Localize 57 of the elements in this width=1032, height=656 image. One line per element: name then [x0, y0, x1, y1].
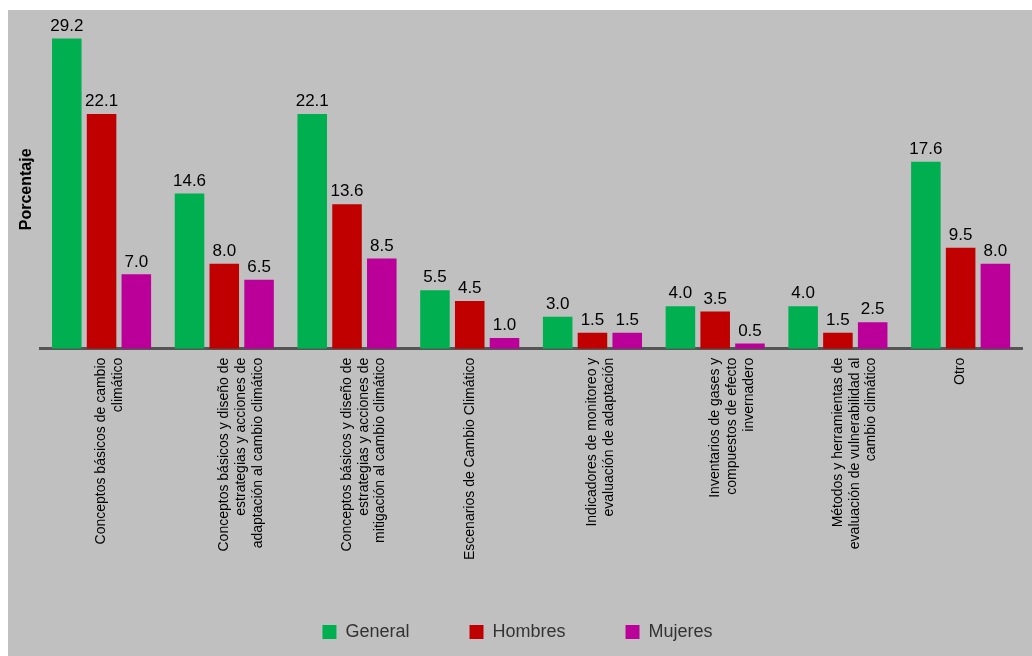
data-label: 2.5 [860, 299, 885, 319]
data-label: 22.1 [85, 91, 119, 111]
legend-label: General [345, 620, 410, 641]
bar [174, 193, 205, 349]
bar [297, 113, 328, 349]
data-label: 0.5 [738, 320, 762, 340]
bar [857, 322, 888, 349]
bar [735, 343, 765, 349]
x-tick-label: Otro [951, 357, 968, 385]
data-label: 7.0 [124, 251, 149, 271]
data-label: 29.2 [50, 15, 84, 35]
data-label: 22.1 [295, 91, 329, 111]
bar [612, 332, 643, 349]
y-axis-title: Porcentaje [17, 148, 35, 231]
bar [209, 263, 240, 349]
bar [665, 306, 696, 349]
bar [788, 306, 818, 349]
bar [577, 332, 608, 349]
data-label: 6.5 [247, 256, 271, 276]
bar [454, 300, 485, 349]
data-label: 5.5 [423, 267, 447, 287]
data-label: 4.0 [791, 283, 815, 303]
bar [980, 263, 1011, 349]
bar [121, 274, 152, 349]
data-label: 1.5 [580, 309, 605, 329]
data-label: 14.6 [172, 170, 207, 190]
bar [244, 279, 274, 349]
data-label: 8.0 [983, 240, 1008, 260]
bar [823, 332, 853, 349]
data-label: 4.5 [457, 278, 482, 298]
data-label: 8.0 [212, 240, 237, 260]
data-label: 9.5 [948, 224, 973, 244]
data-label: 3.5 [703, 288, 728, 308]
bar [86, 113, 117, 349]
data-label: 17.6 [909, 138, 943, 158]
data-label: 13.6 [330, 181, 364, 201]
legend-label: Hombres [492, 620, 566, 641]
bar [367, 258, 397, 349]
data-label: 1.0 [492, 315, 517, 335]
bar [700, 311, 730, 349]
x-tick-label: Indicadores de monitoreo y evaluación de adaptación [583, 357, 617, 527]
x-tick-label: Escenarios de Cambio Climático [460, 357, 477, 561]
bar [332, 204, 362, 349]
data-label: 1.5 [826, 309, 850, 329]
bar [911, 161, 941, 349]
bar [489, 338, 520, 349]
bar [52, 38, 82, 349]
legend-label: Mujeres [648, 620, 713, 641]
data-label: 1.5 [615, 309, 640, 329]
data-label: 8.5 [369, 235, 394, 255]
x-tick-label: Conceptos básicos de cambio climático [92, 357, 126, 545]
bar [945, 247, 976, 349]
bar [542, 316, 573, 349]
data-label: 4.0 [668, 283, 693, 303]
data-label: 3.0 [545, 294, 570, 314]
x-tick-label: Inventarios de gases y compuestos de efecto invernadero [706, 357, 756, 498]
bar [420, 290, 450, 349]
